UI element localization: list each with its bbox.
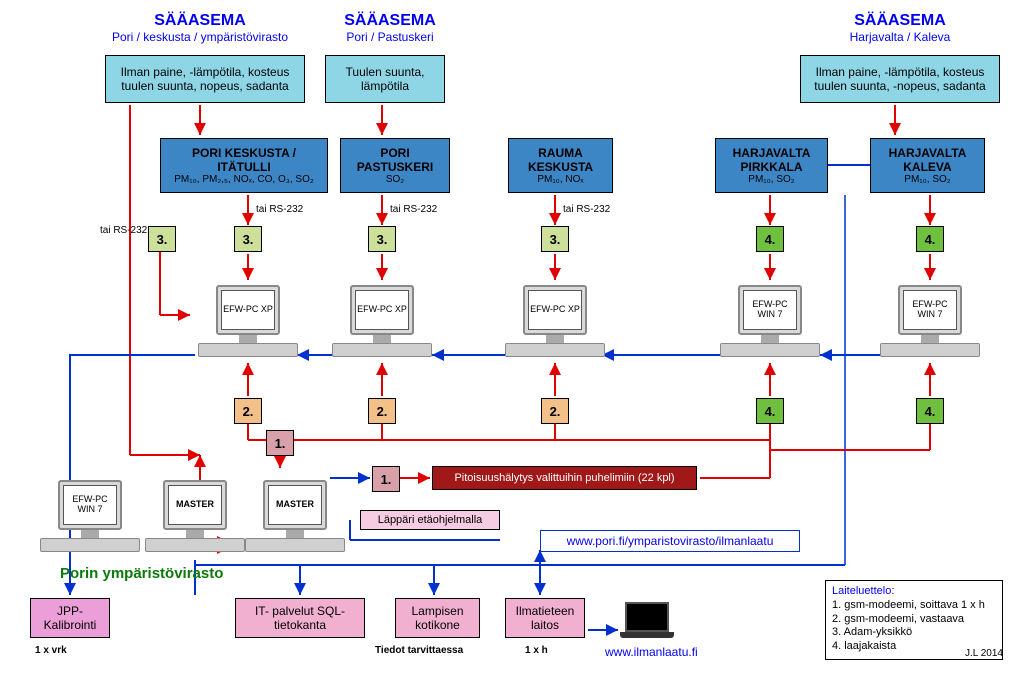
bottom-jpp-text: JPP-Kalibrointi bbox=[35, 604, 105, 632]
pc-2: EFW-PC XP bbox=[332, 285, 432, 365]
weather-2-text: Tuulen suunta, lämpötila bbox=[330, 65, 440, 93]
url1-box: www.pori.fi/ymparistovirasto/ilmanlaatu bbox=[540, 530, 800, 552]
header-1-sub: Pori / keskusta / ympäristövirasto bbox=[80, 30, 320, 44]
station-3-params: PM₁₀, NOₓ bbox=[537, 174, 583, 185]
bottom-it-text: IT- palvelut SQL-tietokanta bbox=[240, 604, 360, 632]
num-2c: 2. bbox=[541, 398, 569, 424]
diagram-container: SÄÄASEMA Pori / keskusta / ympäristövira… bbox=[0, 0, 1015, 675]
url1-text: www.pori.fi/ymparistovirasto/ilmanlaatu bbox=[567, 534, 774, 548]
num-4b: 4. bbox=[916, 226, 944, 252]
num-3b: 3. bbox=[234, 226, 262, 252]
header-3-title: SÄÄASEMA bbox=[820, 12, 980, 30]
legend-1: 1. gsm-modeemi, soittava 1 x h bbox=[832, 599, 985, 613]
station-2: PORI PASTUSKERI SO₂ bbox=[340, 138, 450, 193]
num-1a: 1. bbox=[266, 430, 294, 456]
weather-3-text: Ilman paine, -lämpötila, kosteus tuulen … bbox=[805, 65, 995, 93]
num-3d: 3. bbox=[541, 226, 569, 252]
laptop-icon bbox=[620, 602, 674, 638]
pc-efw-left-label: EFW-PC WIN 7 bbox=[63, 485, 117, 525]
weather-1-text: Ilman paine, -lämpötila, kosteus tuulen … bbox=[110, 65, 300, 93]
legend-2: 2. gsm-modeemi, vastaava bbox=[832, 613, 964, 627]
bottom-jpp: JPP-Kalibrointi bbox=[30, 598, 110, 638]
station-4-title: HARJAVALTA PIRKKALA bbox=[720, 146, 823, 174]
pc-5-label: EFW-PC WIN 7 bbox=[903, 290, 957, 330]
bottom-it: IT- palvelut SQL-tietokanta bbox=[235, 598, 365, 638]
alarm-text: Pitoisuushälytys valittuihin puhelimiin … bbox=[454, 472, 674, 484]
lappari-box: Läppäri etäohjelmalla bbox=[360, 510, 500, 530]
bottom-ilmatieteen: Ilmatieteen laitos bbox=[505, 598, 585, 638]
station-2-params: SO₂ bbox=[386, 174, 404, 185]
rs232-4: tai RS-232 bbox=[100, 225, 147, 236]
header-3-sub: Harjavalta / Kaleva bbox=[820, 30, 980, 44]
bottom-ilmatieteen-text: Ilmatieteen laitos bbox=[510, 604, 580, 632]
legend-3: 3. Adam-yksikkö bbox=[832, 626, 912, 640]
alarm-box: Pitoisuushälytys valittuihin puhelimiin … bbox=[432, 466, 697, 490]
pc-master-2-label: MASTER bbox=[268, 485, 322, 525]
num-1b: 1. bbox=[372, 466, 400, 492]
header-2-sub: Pori / Pastuskeri bbox=[310, 30, 470, 44]
station-5: HARJAVALTA KALEVA PM₁₀, SO₂ bbox=[870, 138, 985, 193]
onexh-label: 1 x h bbox=[525, 645, 548, 656]
weather-box-3: Ilman paine, -lämpötila, kosteus tuulen … bbox=[800, 55, 1000, 103]
pc-4-label: EFW-PC WIN 7 bbox=[743, 290, 797, 330]
station-1: PORI KESKUSTA / ITÄTULLI PM₁₀, PM₂,₅, NO… bbox=[160, 138, 328, 193]
pc-1: EFW-PC XP bbox=[198, 285, 298, 365]
rs232-3: tai RS-232 bbox=[563, 204, 610, 215]
lappari-text: Läppäri etäohjelmalla bbox=[378, 514, 483, 526]
bottom-lampinen-text: Lampisen kotikone bbox=[400, 604, 475, 632]
pc-master-2: MASTER bbox=[245, 480, 345, 560]
rs232-1: tai RS-232 bbox=[256, 204, 303, 215]
num-3c: 3. bbox=[368, 226, 396, 252]
header-2-title: SÄÄASEMA bbox=[310, 12, 470, 30]
onexvrk-label: 1 x vrk bbox=[35, 645, 67, 656]
station-2-title: PORI PASTUSKERI bbox=[345, 146, 445, 174]
jl-label: J.L 2014 bbox=[965, 648, 1003, 659]
pc-3-label: EFW-PC XP bbox=[528, 290, 582, 330]
num-4c: 4. bbox=[756, 398, 784, 424]
num-4d: 4. bbox=[916, 398, 944, 424]
rs232-2: tai RS-232 bbox=[390, 204, 437, 215]
pc-1-label: EFW-PC XP bbox=[221, 290, 275, 330]
station-3-title: RAUMA KESKUSTA bbox=[513, 146, 608, 174]
station-5-params: PM₁₀, SO₂ bbox=[904, 174, 950, 185]
station-4: HARJAVALTA PIRKKALA PM₁₀, SO₂ bbox=[715, 138, 828, 193]
pc-efw-left: EFW-PC WIN 7 bbox=[40, 480, 140, 560]
station-5-title: HARJAVALTA KALEVA bbox=[875, 146, 980, 174]
pc-master-1-label: MASTER bbox=[168, 485, 222, 525]
pc-4: EFW-PC WIN 7 bbox=[720, 285, 820, 365]
header-2: SÄÄASEMA Pori / Pastuskeri bbox=[310, 12, 470, 44]
pc-5: EFW-PC WIN 7 bbox=[880, 285, 980, 365]
header-3: SÄÄASEMA Harjavalta / Kaleva bbox=[820, 12, 980, 44]
pc-master-1: MASTER bbox=[145, 480, 245, 560]
legend-4: 4. laajakaista bbox=[832, 640, 896, 654]
num-4a: 4. bbox=[756, 226, 784, 252]
station-3: RAUMA KESKUSTA PM₁₀, NOₓ bbox=[508, 138, 613, 193]
weather-box-1: Ilman paine, -lämpötila, kosteus tuulen … bbox=[105, 55, 305, 103]
pc-3: EFW-PC XP bbox=[505, 285, 605, 365]
legend-title: Laiteluettelo: bbox=[832, 585, 894, 599]
station-4-params: PM₁₀, SO₂ bbox=[748, 174, 794, 185]
site-title: Porin ympäristövirasto bbox=[60, 565, 223, 582]
bottom-lampinen: Lampisen kotikone bbox=[395, 598, 480, 638]
num-2b: 2. bbox=[368, 398, 396, 424]
num-2a: 2. bbox=[234, 398, 262, 424]
tiedot-label: Tiedot tarvittaessa bbox=[375, 645, 463, 656]
header-1-title: SÄÄASEMA bbox=[80, 12, 320, 30]
station-1-params: PM₁₀, PM₂,₅, NOₓ, CO, O₃, SO₂ bbox=[174, 174, 313, 185]
num-3a: 3. bbox=[148, 226, 176, 252]
pc-2-label: EFW-PC XP bbox=[355, 290, 409, 330]
header-1: SÄÄASEMA Pori / keskusta / ympäristövira… bbox=[80, 12, 320, 44]
weather-box-2: Tuulen suunta, lämpötila bbox=[325, 55, 445, 103]
station-1-title: PORI KESKUSTA / ITÄTULLI bbox=[165, 146, 323, 174]
url2-text: www.ilmanlaatu.fi bbox=[605, 645, 698, 659]
